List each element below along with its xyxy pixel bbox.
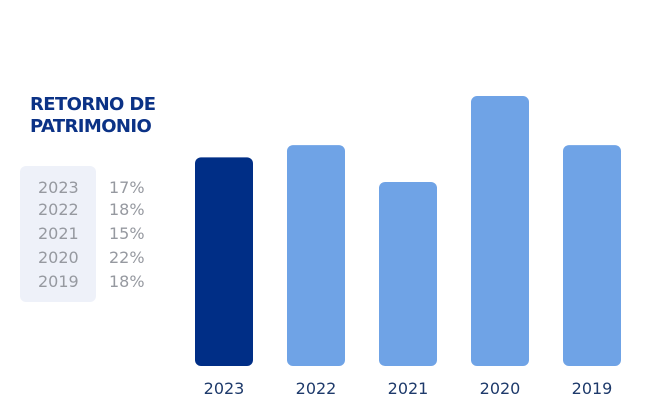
bar-2023 <box>195 157 253 366</box>
legend-year-2020: 2020 <box>38 248 79 267</box>
bar-2020 <box>471 96 529 366</box>
x-tick-label-2019: 2019 <box>572 379 613 398</box>
chart-title-line-1: RETORNO DE <box>30 94 156 115</box>
bar-2022 <box>287 145 345 366</box>
chart-title-line-2: PATRIMONIO <box>30 116 152 137</box>
chart-title: RETORNO DE PATRIMONIO <box>30 94 210 138</box>
legend-year-2022: 2022 <box>38 200 79 219</box>
legend-year-2019: 2019 <box>38 272 79 291</box>
legend-value-2021: 15% <box>109 224 145 243</box>
legend-value-2019: 18% <box>109 272 145 291</box>
bar-2019 <box>563 145 621 366</box>
legend-panel <box>20 166 96 302</box>
x-tick-label-2021: 2021 <box>388 379 429 398</box>
legend-value-2023: 17% <box>109 178 145 197</box>
x-tick-label-2022: 2022 <box>296 379 337 398</box>
legend-value-2020: 22% <box>109 248 145 267</box>
x-tick-label-2020: 2020 <box>480 379 521 398</box>
x-tick-label-2023: 2023 <box>204 379 245 398</box>
legend-value-2022: 18% <box>109 200 145 219</box>
legend-year-2023: 2023 <box>38 178 79 197</box>
legend-year-2021: 2021 <box>38 224 79 243</box>
bar-2021 <box>379 181 437 366</box>
